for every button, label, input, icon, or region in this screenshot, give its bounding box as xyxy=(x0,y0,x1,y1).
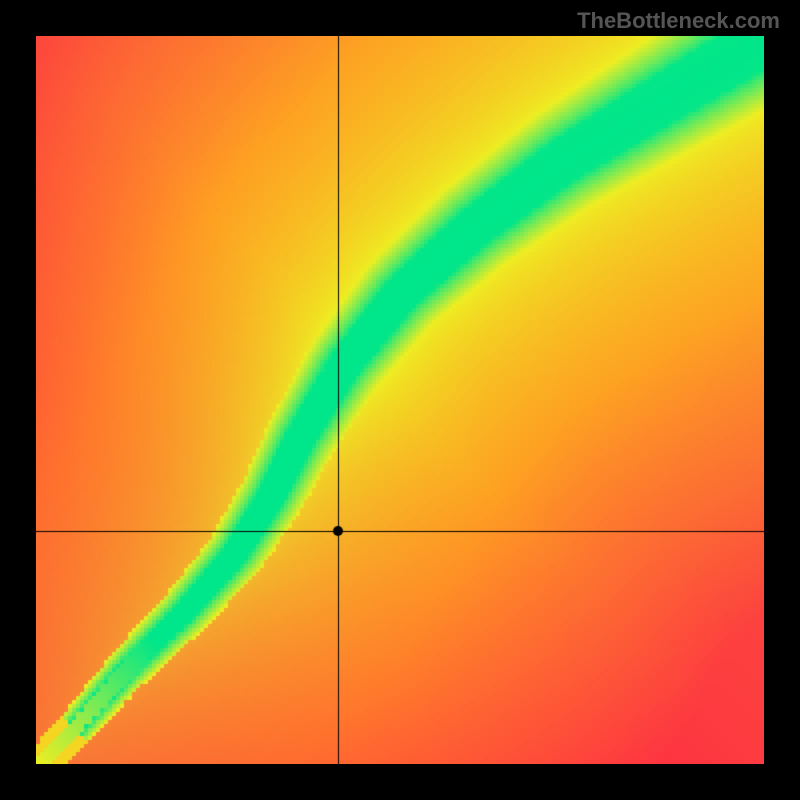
watermark-text: TheBottleneck.com xyxy=(577,8,780,34)
heatmap-plot xyxy=(36,36,764,764)
chart-frame: TheBottleneck.com xyxy=(0,0,800,800)
heatmap-canvas xyxy=(36,36,764,764)
